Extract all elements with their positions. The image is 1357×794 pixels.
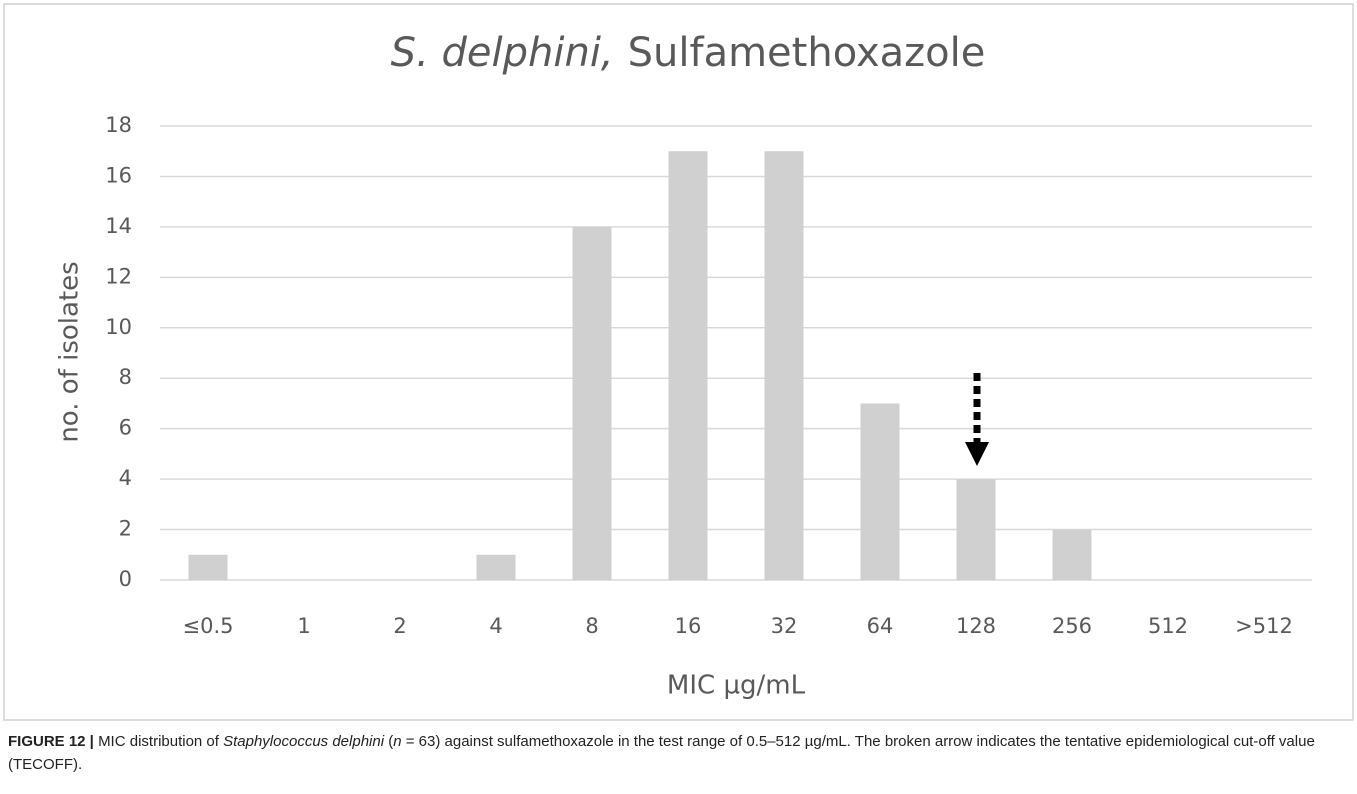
x-tick-label: 16 (675, 614, 702, 638)
y-tick-label: 6 (119, 416, 132, 440)
tecoff-arrow (965, 373, 989, 466)
caption-n: n (393, 733, 402, 750)
y-tick-label: 18 (105, 113, 132, 137)
bar (860, 403, 900, 580)
bar (1052, 529, 1092, 580)
bar (668, 151, 708, 580)
x-tick-label: 4 (489, 614, 502, 638)
y-tick-label: 10 (105, 315, 132, 339)
bar (764, 151, 804, 580)
caption-label: FIGURE 12 | (8, 733, 94, 750)
x-tick-label: 512 (1148, 614, 1188, 638)
x-tick-label: 64 (867, 614, 894, 638)
caption: FIGURE 12 | MIC distribution of Staphylo… (8, 730, 1338, 776)
caption-text: = 63) against sulfamethoxazole in the te… (8, 733, 1315, 773)
x-tick-label: 8 (585, 614, 598, 638)
x-tick-label: 32 (771, 614, 798, 638)
y-tick-label: 4 (119, 466, 132, 490)
chart: S. delphini, Sulfamethoxazole MIC µg/mL n… (3, 3, 1354, 721)
y-axis-label: no. of isolates (55, 261, 85, 442)
caption-species: Staphylococcus delphini (223, 733, 385, 750)
chart-title-rest: Sulfamethoxazole (628, 30, 986, 76)
bar (188, 554, 228, 580)
y-tick-label: 12 (105, 264, 132, 288)
y-tick-label: 2 (119, 517, 132, 541)
x-axis-label: MIC µg/mL (667, 671, 806, 701)
x-tick-label: ≤0.5 (183, 614, 234, 638)
bar (476, 554, 516, 580)
y-tick-label: 0 (119, 567, 132, 591)
x-tick-label: 2 (393, 614, 406, 638)
chart-title: S. delphini, Sulfamethoxazole (391, 30, 986, 76)
arrow-head (965, 442, 989, 466)
y-tick-label: 14 (105, 214, 132, 238)
x-tick-label: >512 (1235, 614, 1293, 638)
chart-title-italic: S. delphini, (391, 30, 614, 76)
y-tick-label: 8 (119, 365, 132, 389)
x-tick-label: 256 (1052, 614, 1092, 638)
x-tick-label: 1 (297, 614, 310, 638)
caption-text: ( (384, 733, 394, 750)
caption-text: MIC distribution of (98, 733, 224, 750)
bar (956, 479, 996, 580)
y-tick-label: 16 (105, 163, 132, 187)
x-tick-label: 128 (956, 614, 996, 638)
bar (572, 226, 612, 580)
